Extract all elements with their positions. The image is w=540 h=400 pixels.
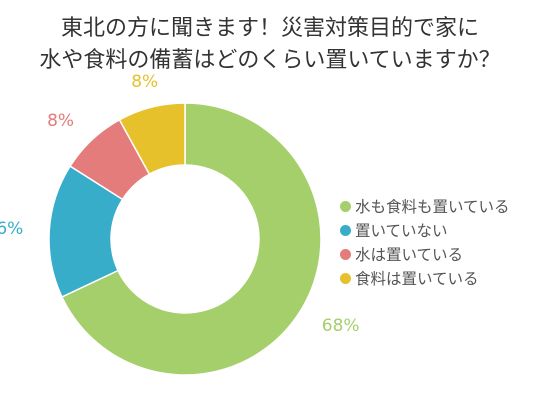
legend-label-1: 置いていない [355, 222, 448, 240]
legend-item-2: 水は置いている [340, 242, 510, 266]
data-label-0: 68% [322, 316, 360, 336]
legend-swatch-2 [340, 248, 351, 260]
legend-item-0: 水も食料も置いている [340, 194, 510, 218]
legend-item-1: 置いていない [340, 218, 510, 242]
data-label-3: 8% [131, 72, 158, 92]
legend-item-3: 食料は置いている [340, 266, 510, 290]
legend-label-0: 水も食料も置いている [355, 198, 510, 216]
donut-slice-3 [118, 102, 186, 176]
donut-slice-0 [60, 102, 322, 376]
legend-label-3: 食料は置いている [355, 270, 479, 288]
data-label-1: 16% [0, 219, 23, 239]
legend-swatch-0 [340, 200, 351, 212]
data-label-2: 8% [47, 111, 74, 131]
legend-swatch-3 [340, 272, 351, 284]
legend: 水も食料も置いている 置いていない 水は置いている 食料は置いている [340, 194, 510, 290]
chart-title-line-2: 水や食料の備蓄はどのくらい置いていますか？ [39, 48, 501, 73]
chart-title-line-1: 東北の方に聞きます！災害対策目的で家に [60, 16, 479, 41]
legend-label-2: 水は置いている [355, 246, 464, 264]
legend-swatch-1 [340, 224, 351, 236]
